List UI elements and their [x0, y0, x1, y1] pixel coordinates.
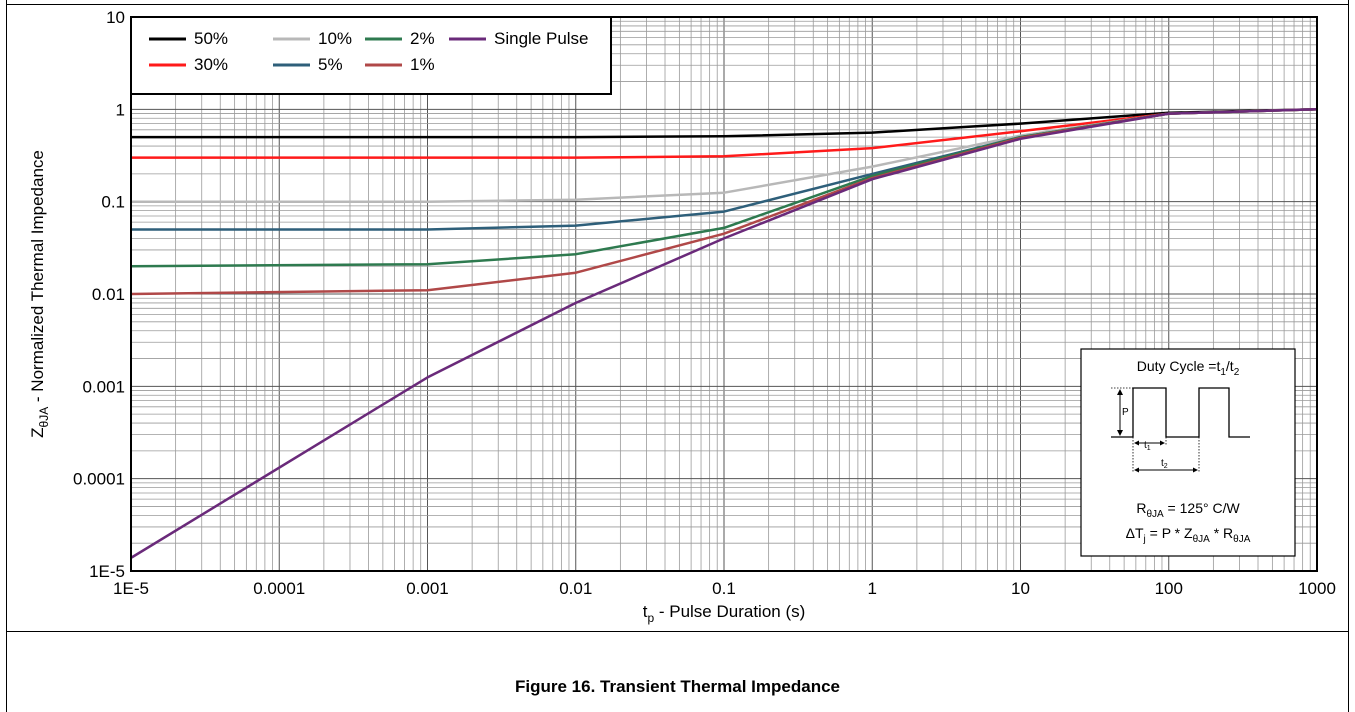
y-tick-label: 1 [116, 100, 125, 119]
x-tick-label: 100 [1155, 579, 1183, 598]
t2-arrow-head-left [1134, 467, 1139, 473]
x-tick-label: 10 [1011, 579, 1030, 598]
y-tick-labels: 1E-5 0.0001 0.001 0.01 0.1 1 10 [73, 8, 125, 581]
chart-frame: 1E-5 0.0001 0.001 0.01 0.1 1 10 100 1000 1E-5 0.0… [6, 4, 1349, 632]
thermal-impedance-chart: 1E-5 0.0001 0.001 0.01 0.1 1 10 100 1000 1E-5 0.0… [28, 8, 1336, 625]
legend-label-1pct: 1% [410, 55, 435, 74]
rtheta-value: RθJA = 125° C/W [1136, 500, 1240, 520]
t2-arrow-head-right [1193, 467, 1198, 473]
y-axis-label: ZθJA - Normalized Thermal Impedance [28, 150, 51, 438]
x-tick-label: 0.001 [406, 579, 449, 598]
y-tick-label: 0.001 [82, 377, 125, 396]
y-tick-label: 0.1 [101, 193, 125, 212]
t1-arrow-head-right [1160, 440, 1165, 446]
t2-label: t2 [1161, 458, 1168, 470]
p-label: P [1122, 407, 1129, 418]
legend: 50% 10% 2% Single Pulse 30% 5% 1% [130, 16, 612, 95]
y-tick-label: 1E-5 [89, 562, 125, 581]
y-tick-label: 0.0001 [73, 470, 125, 489]
x-tick-label: 1000 [1298, 579, 1336, 598]
inset-title: Duty Cycle =t1/t2 [1137, 358, 1240, 378]
y-tick-label: 10 [106, 8, 125, 27]
x-tick-labels: 1E-5 0.0001 0.001 0.01 0.1 1 10 100 1000 [113, 579, 1336, 598]
series-line-50pct [131, 108, 1318, 139]
series-line-single-pulse [130, 108, 1318, 559]
p-arrow-head-up [1117, 389, 1123, 395]
duty-cycle-inset: Duty Cycle =t1/t2 P t1 t2 RθJA = 125° C/… [1080, 348, 1296, 557]
y-tick-label: 0.01 [92, 285, 125, 304]
legend-label-10pct: 10% [318, 29, 352, 48]
delta-tj-equation: ΔTj = P * ZθJA * RθJA [1126, 525, 1251, 545]
x-axis-label: tp - Pulse Duration (s) [643, 602, 806, 625]
t1-label: t1 [1144, 440, 1151, 452]
plot-border [130, 16, 1318, 572]
x-tick-label: 1E-5 [113, 579, 149, 598]
x-tick-label: 0.01 [559, 579, 592, 598]
legend-label-2pct: 2% [410, 29, 435, 48]
legend-label-5pct: 5% [318, 55, 343, 74]
inset-box [1080, 348, 1296, 557]
x-tick-label: 1 [868, 579, 877, 598]
x-tick-label: 0.0001 [253, 579, 305, 598]
x-tick-label: 0.1 [712, 579, 736, 598]
figure-caption: Figure 16. Transient Thermal Impedance [515, 677, 840, 696]
legend-label-30pct: 30% [194, 55, 228, 74]
legend-box [130, 16, 612, 95]
pulse-waveform [1111, 387, 1250, 438]
series-group [130, 108, 1318, 559]
t1-arrow-head-left [1134, 440, 1139, 446]
p-arrow-head-down [1117, 430, 1123, 436]
legend-label-50pct: 50% [194, 29, 228, 48]
legend-label-single-pulse: Single Pulse [494, 29, 589, 48]
